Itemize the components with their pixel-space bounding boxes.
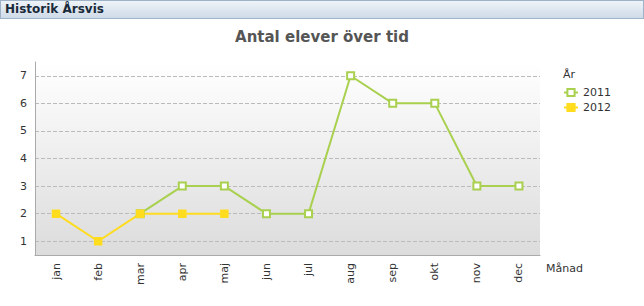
svg-text:apr: apr [176, 263, 189, 282]
svg-text:2011: 2011 [583, 86, 611, 99]
svg-text:4: 4 [20, 152, 27, 165]
svg-text:2012: 2012 [583, 101, 611, 114]
html-text:Historik Årsvis: Historik Årsvis [5, 2, 104, 16]
svg-text:maj: maj [218, 263, 231, 284]
svg-text:jun: jun [260, 263, 273, 281]
svg-text:Månad: Månad [546, 262, 583, 275]
svg-text:1: 1 [20, 235, 27, 248]
svg-text:jul: jul [302, 263, 315, 277]
svg-text:aug: aug [344, 263, 357, 284]
svg-text:7: 7 [20, 69, 27, 82]
svg-text:feb: feb [92, 263, 105, 281]
svg-text:nov: nov [470, 263, 483, 284]
svg-text:6: 6 [20, 97, 27, 110]
svg-text:2: 2 [20, 207, 27, 220]
svg-text:jan: jan [50, 263, 63, 281]
svg-text:okt: okt [428, 262, 441, 280]
svg-text:3: 3 [20, 180, 27, 193]
svg-text:5: 5 [20, 124, 27, 137]
svg-text:mar: mar [134, 263, 147, 285]
svg-text:År: År [563, 68, 576, 81]
svg-text:sep: sep [386, 263, 399, 282]
svg-text:Antal elever över tid: Antal elever över tid [235, 28, 409, 46]
svg-text:dec: dec [512, 263, 525, 283]
